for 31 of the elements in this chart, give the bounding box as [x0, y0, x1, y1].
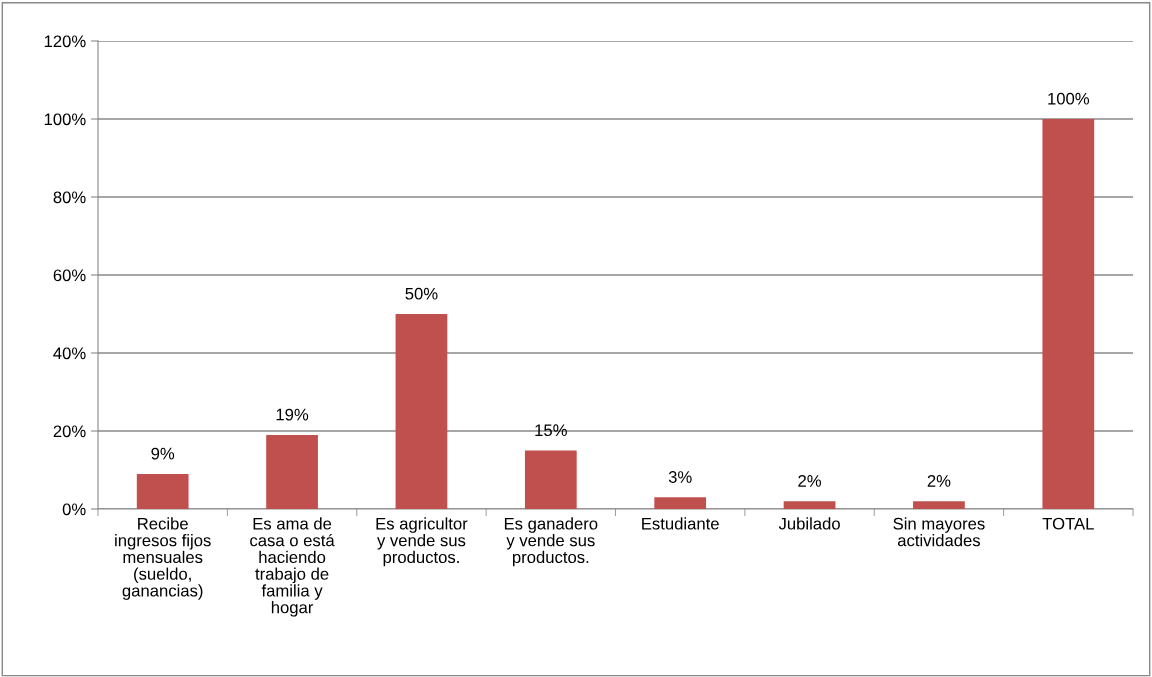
data-label: 3% [668, 471, 692, 483]
bar [1042, 119, 1095, 509]
y-tick-label: 40% [53, 347, 86, 360]
data-label: 100% [1048, 92, 1090, 105]
bar [266, 434, 318, 509]
bar [654, 497, 707, 509]
x-tick-label: Jubilado [778, 517, 840, 530]
data-label: 19% [276, 408, 309, 421]
data-label: 9% [151, 447, 175, 460]
x-tick-label: TOTAL [1042, 517, 1094, 530]
y-tick-label: 60% [53, 269, 86, 282]
x-tick-label: Estudiante [642, 517, 719, 530]
y-tick-label: 100% [44, 113, 86, 126]
data-label: 2% [927, 474, 951, 487]
data-label: 15% [535, 424, 567, 437]
bar [783, 501, 836, 509]
y-tick-label: 120% [44, 35, 86, 48]
bar [913, 501, 965, 509]
bar [524, 450, 577, 509]
bar [136, 473, 189, 509]
x-tick-label: Recibe ingresos fijos mensuales (sueldo, ganancias) [115, 517, 211, 600]
data-label: 50% [405, 287, 438, 300]
y-tick-label: 0% [62, 503, 86, 516]
bar [395, 314, 448, 509]
y-tick-label: 20% [53, 425, 86, 438]
x-tick-label: Es ama de casa o está haciendo trabajo de familia y hogar [250, 517, 335, 617]
y-tick-label: 80% [53, 191, 86, 204]
data-label: 2% [798, 474, 822, 487]
x-tick-label: Es agricultor y vende sus productos. [376, 517, 468, 567]
x-tick-label: Es ganadero y vende sus productos. [504, 517, 598, 567]
x-tick-label: Sin mayores actividades [893, 517, 985, 547]
